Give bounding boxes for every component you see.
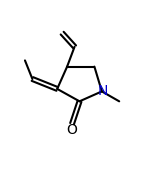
Text: N: N <box>97 84 108 98</box>
Text: O: O <box>67 123 77 137</box>
